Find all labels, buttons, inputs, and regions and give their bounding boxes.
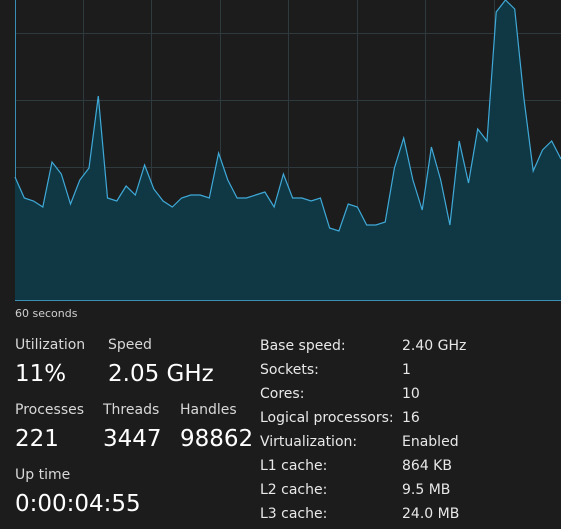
stat-value: 3447 [103, 426, 162, 452]
stat-label: Handles [180, 402, 237, 418]
spec-value: 24.0 MB [402, 506, 460, 522]
stat-value: 221 [15, 426, 59, 452]
spec-value: 10 [402, 386, 420, 402]
spec-value: 864 KB [402, 458, 452, 474]
line [14, 0, 561, 232]
stat-label: Utilization [15, 337, 86, 353]
spec-value: 1 [402, 362, 411, 378]
stat-label: Up time [15, 467, 71, 483]
stat-value: 2.05 GHz [108, 361, 214, 387]
stat-label: Threads [103, 402, 160, 418]
stat-label: Speed [108, 337, 152, 353]
stat-value: 98862 [180, 426, 254, 452]
spec-value: Enabled [402, 434, 459, 450]
stat-value: 0:00:04:55 [15, 491, 141, 517]
area-fill [15, 0, 561, 300]
spec-label: L1 cache: [260, 458, 328, 474]
spec-label: Sockets: [260, 362, 319, 378]
spec-label: L3 cache: [260, 506, 328, 522]
spec-label: Base speed: [260, 338, 346, 354]
spec-label: Logical processors: [260, 410, 394, 426]
spec-label: Virtualization: [260, 434, 358, 450]
spec-value: 16 [402, 410, 420, 426]
spec-value: 9.5 MB [402, 482, 451, 498]
spec-label: Cores: [260, 386, 305, 402]
x-label: 60 seconds [15, 307, 78, 320]
spec-label: L2 cache: [260, 482, 328, 498]
stat-value: 11% [15, 361, 67, 387]
stat-label: Processes [15, 402, 85, 418]
spec-value: 2.40 GHz [402, 338, 467, 354]
cpu-chart [14, 0, 561, 301]
